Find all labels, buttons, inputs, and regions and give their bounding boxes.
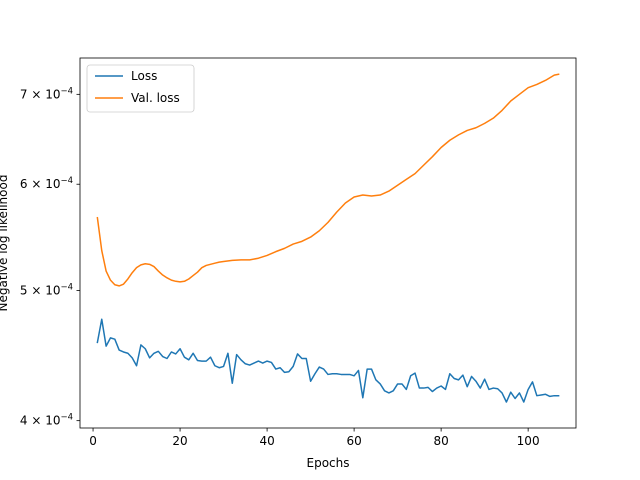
x-tick-label: 20	[172, 434, 187, 448]
y-tick-label: 7 × 10−4	[20, 86, 73, 101]
legend: Loss Val. loss	[86, 64, 195, 113]
axes-frame	[79, 57, 577, 429]
x-axis-label: Epochs	[307, 456, 350, 470]
y-tick-label: 5 × 10−4	[20, 283, 73, 298]
y-axis-label: Negative log likelihood	[0, 175, 10, 312]
series-line-loss	[96, 318, 560, 403]
series-line-val-loss	[96, 73, 560, 287]
x-tick-label: 60	[346, 434, 361, 448]
x-tick-label: 100	[517, 434, 540, 448]
x-tick-label: 0	[89, 434, 97, 448]
legend-label-loss: Loss	[131, 69, 157, 83]
axes-background	[80, 58, 576, 428]
y-axis-ticks: 4 × 10−4 5 × 10−4 6 × 10−4 7 × 10−4	[20, 86, 80, 428]
legend-label-val-loss: Val. loss	[131, 91, 180, 105]
x-tick-label: 40	[259, 434, 274, 448]
y-tick-label: 6 × 10−4	[20, 176, 73, 191]
plot-area	[79, 57, 577, 429]
x-tick-label: 80	[433, 434, 448, 448]
series-layer	[96, 73, 560, 403]
x-axis-ticks: 0 20 40 60 80 100	[89, 428, 540, 448]
y-tick-label: 4 × 10−4	[20, 413, 73, 428]
